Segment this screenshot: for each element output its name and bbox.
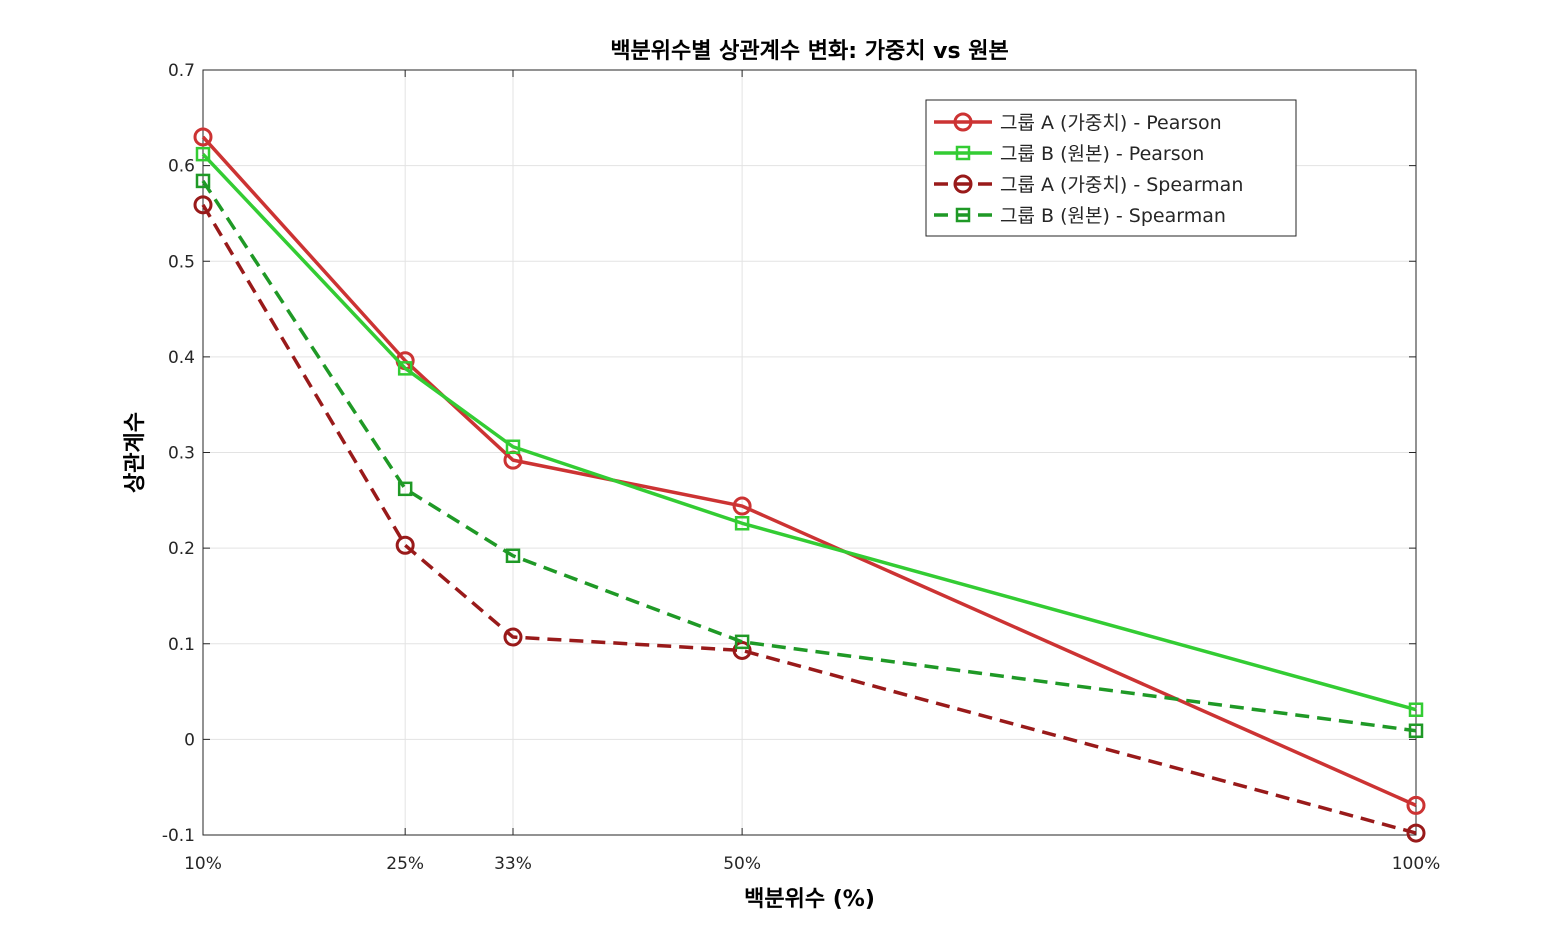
series-line [201, 135, 1417, 807]
series-line [201, 152, 1417, 712]
legend: 그룹 A (가중치) - Pearson 그룹 B (원본) - Pearson 그… [925, 99, 1297, 237]
data-point [1408, 702, 1424, 717]
axis-ticks: -0.1 0 0.1 0.2 0.3 0.4 0.5 0.6 0.7 10% 25% 33% 50% 10… [162, 61, 1440, 874]
legend-entry: 그룹 B (원본) - Spearman [934, 205, 1226, 227]
legend-marker [955, 145, 971, 161]
series-3 [193, 195, 1426, 843]
series-4 [195, 173, 1424, 739]
data-point [732, 640, 752, 660]
y-tick-label: 0.4 [168, 348, 195, 368]
data-point [195, 173, 211, 189]
x-tick-label: 25% [386, 854, 424, 874]
x-tick-label: 33% [494, 854, 532, 874]
x-axis-label: 백분위수 (%) [744, 887, 875, 912]
data-point [397, 481, 413, 497]
series-line [201, 179, 1417, 733]
data-point [195, 146, 211, 162]
y-tick-label: 0 [184, 730, 195, 750]
data-point [505, 548, 521, 564]
data-point [734, 516, 750, 531]
y-tick-label: 0.2 [168, 539, 195, 559]
legend-label: 그룹 B (원본) - Spearman [1000, 205, 1226, 227]
y-tick-label: 0.6 [168, 157, 195, 177]
legend-entry: 그룹 A (가중치) - Pearson [934, 112, 1222, 134]
series [193, 127, 1426, 843]
series-line [201, 203, 1417, 835]
legend-entry: 그룹 B (원본) - Pearson [934, 143, 1204, 165]
data-point [1406, 795, 1426, 815]
legend-marker [953, 112, 973, 132]
x-tick-label: 100% [1392, 854, 1441, 874]
data-point [193, 195, 213, 215]
legend-marker [955, 207, 971, 223]
data-point [395, 535, 415, 555]
y-tick-label: 0.3 [168, 444, 195, 464]
legend-marker [953, 174, 973, 194]
legend-entry: 그룹 A (가중치) - Spearman [934, 174, 1243, 196]
y-tick-label: 0.7 [168, 61, 195, 81]
data-point [1406, 823, 1426, 843]
data-point [732, 496, 752, 516]
y-axis-label: 상관계수 [123, 412, 148, 493]
series-2 [195, 146, 1424, 717]
data-point [505, 439, 521, 455]
x-tick-label: 10% [184, 854, 222, 874]
y-tick-label: -0.1 [162, 826, 195, 846]
x-tick-label: 50% [723, 854, 761, 874]
legend-label: 그룹 A (가중치) - Spearman [1000, 174, 1243, 196]
y-tick-label: 0.5 [168, 252, 195, 272]
data-point [1408, 723, 1424, 739]
data-point [193, 127, 213, 147]
chart-title: 백분위수별 상관계수 변화: 가중치 vs 원본 [610, 39, 1008, 64]
y-tick-label: 0.1 [168, 635, 195, 655]
data-point [503, 627, 523, 647]
legend-label: 그룹 A (가중치) - Pearson [1000, 112, 1222, 134]
legend-label: 그룹 B (원본) - Pearson [1000, 143, 1204, 165]
data-point [734, 634, 750, 650]
data-point [397, 361, 413, 376]
